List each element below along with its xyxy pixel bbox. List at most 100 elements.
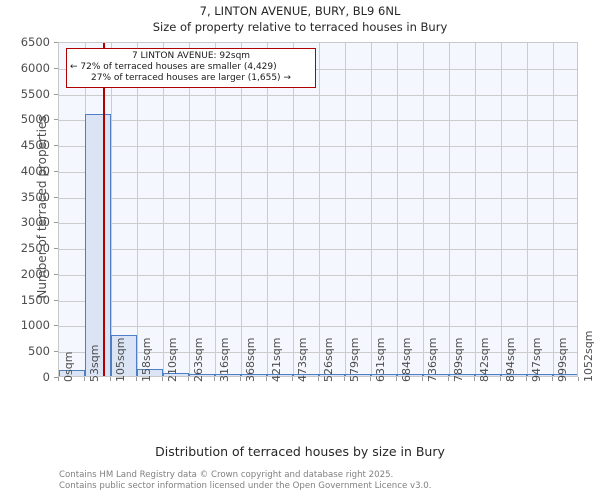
y-axis-tick-mark <box>54 222 58 223</box>
y-axis-tick-mark <box>54 197 58 198</box>
gridline-vertical <box>319 43 320 376</box>
histogram-bar <box>553 374 577 376</box>
x-axis-tick-label: 473sqm <box>295 337 309 382</box>
x-axis-tick-mark <box>58 377 59 381</box>
x-axis-tick-label: 789sqm <box>452 337 465 382</box>
y-axis-tick-mark <box>54 42 58 43</box>
property-annotation-box: 7 LINTON AVENUE: 92sqm ← 72% of terraced… <box>66 48 316 88</box>
x-axis-tick-mark <box>214 377 215 381</box>
y-axis-tick-label: 0 <box>42 370 50 384</box>
page-title: 7, LINTON AVENUE, BURY, BL9 6NL <box>199 4 401 18</box>
gridline-horizontal <box>59 146 577 147</box>
x-axis-tick-label: 631sqm <box>373 337 387 382</box>
y-axis-tick-label: 5000 <box>20 112 50 127</box>
y-axis-tick-mark <box>54 377 58 378</box>
x-axis-tick-mark <box>344 377 345 381</box>
gridline-vertical <box>423 43 424 376</box>
gridline-horizontal <box>59 69 577 70</box>
plot-area <box>58 42 578 377</box>
y-axis-tick-label: 4000 <box>20 163 50 178</box>
gridline-vertical <box>527 43 528 376</box>
gridline-horizontal <box>59 249 577 250</box>
x-axis-tick-label: 999sqm <box>555 337 569 382</box>
gridline-vertical <box>267 43 268 376</box>
gridline-vertical <box>397 43 398 376</box>
y-axis-tick-label: 1500 <box>20 292 50 307</box>
histogram-bar <box>189 374 215 376</box>
x-axis-tick-mark <box>188 377 189 381</box>
gridline-vertical <box>163 43 164 376</box>
histogram-bar <box>345 374 371 376</box>
histogram-bar <box>241 374 267 376</box>
y-axis-tick-mark <box>54 325 58 326</box>
gridline-vertical <box>345 43 346 376</box>
gridline-horizontal <box>59 223 577 224</box>
gridline-horizontal <box>59 172 577 173</box>
x-axis-tick-label: 947sqm <box>530 337 544 382</box>
histogram-bar <box>501 374 527 376</box>
x-axis-tick-mark <box>292 377 293 381</box>
x-axis-tick-label: 894sqm <box>503 337 517 382</box>
gridline-vertical <box>475 43 476 376</box>
x-axis-tick-mark <box>552 377 553 381</box>
gridline-vertical <box>137 43 138 376</box>
gridline-horizontal <box>59 352 577 353</box>
x-axis-tick-label: 526sqm <box>322 337 335 382</box>
y-axis-tick-label: 3500 <box>20 189 50 204</box>
x-axis-tick-mark <box>448 377 449 381</box>
histogram-bar <box>371 374 397 376</box>
x-axis-tick-mark <box>370 377 371 381</box>
histogram-bar <box>85 113 111 376</box>
histogram-bar <box>293 374 319 376</box>
gridline-vertical <box>553 43 554 376</box>
y-axis-tick-mark <box>54 119 58 120</box>
x-axis-tick-mark <box>240 377 241 381</box>
gridline-vertical <box>501 43 502 376</box>
gridline-vertical <box>293 43 294 376</box>
x-axis-title: Distribution of terraced houses by size … <box>155 444 445 459</box>
x-axis-tick-label: 0sqm <box>62 351 75 382</box>
x-axis-tick-mark <box>526 377 527 381</box>
histogram-bar <box>319 374 345 376</box>
gridline-horizontal <box>59 275 577 276</box>
gridline-vertical <box>371 43 372 376</box>
gridline-horizontal <box>59 198 577 199</box>
y-axis-tick-label: 500 <box>28 344 50 359</box>
x-axis-tick-mark <box>422 377 423 381</box>
y-axis-tick-mark <box>54 300 58 301</box>
annotation-line-3: 27% of terraced houses are larger (1,655… <box>91 73 291 83</box>
gridline-vertical <box>111 43 112 376</box>
histogram-bar <box>423 374 449 376</box>
x-axis-tick-label: 684sqm <box>400 337 414 382</box>
chart-title-block: 7, LINTON AVENUE, BURY, BL9 6NL Size of … <box>0 3 600 35</box>
y-axis-tick-mark <box>54 145 58 146</box>
y-axis-tick-mark <box>54 68 58 69</box>
x-axis-tick-mark <box>136 377 137 381</box>
x-axis-tick-label: 210sqm <box>165 337 179 382</box>
y-axis-title: Number of terraced properties <box>35 115 49 299</box>
footer-line-1: Contains HM Land Registry data © Crown c… <box>59 470 394 480</box>
x-axis-tick-label: 842sqm <box>478 337 492 382</box>
x-axis-tick-mark <box>162 377 163 381</box>
histogram-bar <box>397 374 423 376</box>
y-axis-tick-mark <box>54 94 58 95</box>
x-axis-tick-mark <box>110 377 111 381</box>
x-axis-tick-label: 736sqm <box>425 337 439 382</box>
y-axis-tick-label: 6000 <box>20 60 50 75</box>
x-axis-tick-label: 1052sqm <box>582 330 595 382</box>
gridline-vertical <box>449 43 450 376</box>
chart-subtitle: Size of property relative to terraced ho… <box>152 20 448 34</box>
histogram-bar <box>215 374 241 376</box>
annotation-line-2: ← 72% of terraced houses are smaller (4,… <box>70 62 277 72</box>
x-axis-tick-label: 263sqm <box>192 337 205 382</box>
x-axis-tick-label: 368sqm <box>243 337 257 382</box>
x-axis-tick-mark <box>396 377 397 381</box>
y-axis-tick-label: 6500 <box>20 35 50 49</box>
histogram-bar <box>449 374 475 376</box>
histogram-bar <box>59 369 85 376</box>
histogram-bar <box>267 374 293 376</box>
gridline-horizontal <box>59 301 577 302</box>
gridline-vertical <box>215 43 216 376</box>
x-axis-tick-mark <box>318 377 319 381</box>
